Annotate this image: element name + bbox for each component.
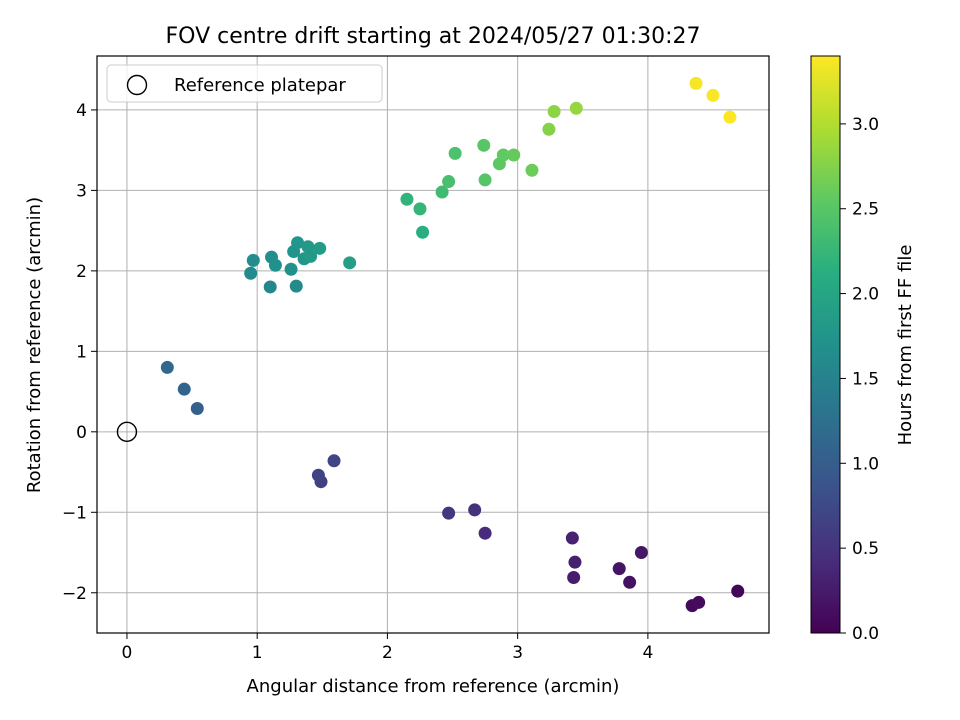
data-point [268,258,282,272]
y-tick-label: −1 [62,503,87,523]
colorbar-tick-label: 3.0 [852,115,879,135]
x-tick-label: 2 [382,643,393,663]
data-point [289,279,303,293]
data-point [731,584,745,598]
y-axis-ticks: −2 −1 0 1 2 3 4 [62,101,97,604]
data-point [507,148,521,162]
colorbar-tick-label: 1.5 [852,369,879,389]
data-point [400,192,414,206]
plot-frame [96,55,770,634]
colorbar-label: Hours from first FF file [895,245,916,446]
data-point [244,266,258,280]
colorbar-ticks: 0.0 0.5 1.0 1.5 2.0 2.5 3.0 [840,115,879,644]
y-tick-label: 4 [76,101,87,121]
data-point [160,360,174,374]
data-point [478,173,492,187]
reference-point [116,421,138,443]
data-point [263,280,277,294]
legend-label-reference: Reference platepar [174,75,346,96]
colorbar: 0.0 0.5 1.0 1.5 2.0 2.5 3.0 Hours from first F… [810,55,916,644]
data-point [567,570,581,584]
y-tick-label: 1 [76,342,87,362]
data-point [442,175,456,189]
legend-box [106,64,383,103]
data-point [413,202,427,216]
legend: Reference platepar [106,64,383,103]
data-point [477,138,491,152]
data-point [634,546,648,560]
grid-lines [97,56,769,633]
data-point [706,88,720,102]
data-point [547,105,561,119]
data-point [177,382,191,396]
x-tick-label: 3 [512,643,523,663]
y-tick-label: 3 [76,181,87,201]
data-point [612,562,626,576]
data-point [304,249,318,263]
x-axis-label: Angular distance from reference (arcmin) [247,676,620,697]
data-point [442,506,456,520]
data-point [496,148,510,162]
data-point [246,253,260,267]
data-point [565,531,579,545]
y-tick-label: −2 [62,584,87,604]
y-tick-label: 0 [76,423,87,443]
colorbar-tick-label: 2.5 [852,200,879,220]
reference-marker [116,421,138,443]
data-point [568,555,582,569]
legend-marker-reference [126,74,148,96]
data-points [160,76,745,613]
x-tick-label: 1 [252,643,263,663]
data-point [542,122,556,136]
data-point [723,110,737,124]
y-axis-label: Rotation from reference (arcmin) [24,197,45,493]
data-point [569,101,583,115]
x-axis-ticks: 0 1 2 3 4 [122,633,653,663]
y-tick-label: 2 [76,262,87,282]
data-point [692,595,706,609]
data-point [291,236,305,250]
colorbar-tick-label: 0.0 [852,624,879,644]
chart-title: FOV centre drift starting at 2024/05/27 … [166,24,701,49]
data-point [448,146,462,160]
data-point [190,401,204,415]
colorbar-gradient [810,55,841,634]
data-point [435,185,449,199]
data-point [284,262,298,276]
data-point [689,76,703,90]
colorbar-tick-label: 0.5 [852,539,879,559]
data-point [313,241,327,255]
data-point [311,468,325,482]
data-point [416,225,430,239]
data-point [327,454,341,468]
data-point [525,163,539,177]
data-point [623,575,637,589]
colorbar-tick-label: 2.0 [852,285,879,305]
data-point [468,503,482,517]
x-tick-label: 4 [642,643,653,663]
data-point [478,526,492,540]
x-tick-label: 0 [122,643,133,663]
colorbar-tick-label: 1.0 [852,454,879,474]
data-point [343,256,357,270]
